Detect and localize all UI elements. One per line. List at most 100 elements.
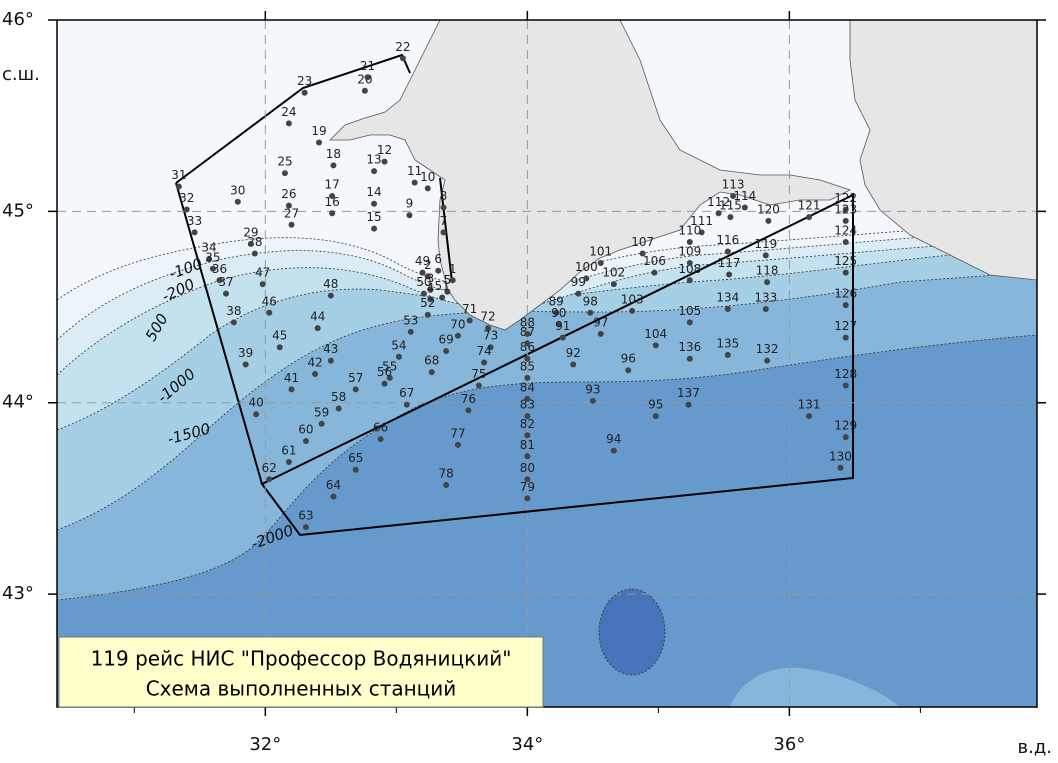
station	[454, 441, 461, 448]
title-line: Схема выполненных станций	[146, 677, 457, 701]
station	[318, 420, 325, 427]
station-label: 82	[520, 417, 535, 431]
station-label: 59	[314, 405, 329, 419]
station	[329, 193, 336, 200]
station	[329, 210, 336, 217]
station-label: 7	[440, 214, 448, 228]
station	[419, 269, 426, 276]
station-label: 26	[281, 187, 296, 201]
station-label: 5	[444, 273, 452, 287]
station	[288, 221, 295, 228]
station-label: 43	[323, 342, 338, 356]
station-label: 44	[310, 310, 325, 324]
station	[335, 405, 342, 412]
station	[842, 206, 849, 213]
station	[570, 361, 577, 368]
bathymetry	[57, 20, 1037, 707]
graticule: 32° 34° 36° 43° 44° 45° 46°	[2, 9, 1046, 755]
station	[428, 369, 435, 376]
station	[316, 139, 323, 146]
station-label: 115	[719, 199, 742, 213]
x-tick-label: 32°	[249, 734, 281, 755]
station-label: 15	[366, 210, 381, 224]
station-label: 64	[326, 478, 341, 492]
station-label: 49	[415, 254, 430, 268]
station-label: 74	[476, 344, 491, 358]
station-label: 117	[718, 256, 741, 270]
station	[806, 413, 813, 420]
station	[411, 179, 418, 186]
station-label: 109	[678, 245, 701, 259]
station-label: 101	[589, 245, 612, 259]
station	[597, 330, 604, 337]
station	[610, 281, 617, 288]
station	[424, 311, 431, 318]
station-label: 108	[678, 262, 701, 276]
station-label: 47	[255, 266, 270, 280]
station	[651, 269, 658, 276]
station-label: 77	[450, 426, 465, 440]
station	[302, 438, 309, 445]
station	[449, 277, 456, 284]
station-label: 79	[520, 480, 535, 494]
station	[686, 277, 693, 284]
station	[524, 476, 531, 483]
station-label: 93	[585, 382, 600, 396]
station-label: 97	[593, 315, 608, 329]
station	[842, 382, 849, 389]
station	[386, 374, 393, 381]
station	[424, 185, 431, 192]
station-label: 133	[754, 290, 777, 304]
station-label: 41	[284, 371, 299, 385]
station-label: 51	[435, 279, 450, 293]
station-label: 37	[218, 275, 233, 289]
station	[639, 250, 646, 257]
station-label: 88	[520, 315, 535, 329]
station-label: 80	[520, 461, 535, 475]
station-label: 85	[520, 359, 535, 373]
station-label: 137	[677, 386, 700, 400]
station	[183, 206, 190, 213]
station-label: 50	[416, 275, 431, 289]
station-label: 2	[424, 258, 432, 272]
station	[281, 170, 288, 177]
station	[301, 89, 308, 96]
station-label: 63	[298, 509, 313, 523]
station-label: 12	[377, 143, 392, 157]
station-label: 104	[644, 327, 667, 341]
station-label: 13	[366, 153, 381, 167]
station	[589, 397, 596, 404]
station-label: 53	[403, 313, 418, 327]
station-label: 100	[575, 260, 598, 274]
station	[524, 355, 531, 362]
station	[762, 252, 769, 259]
station	[842, 302, 849, 309]
station	[724, 351, 731, 358]
station-label: 125	[834, 254, 857, 268]
station	[487, 344, 494, 351]
y-tick-label: 44°	[2, 392, 34, 413]
station-label: 14	[366, 185, 381, 199]
station	[764, 357, 771, 364]
y-axis-label: с.ш.	[2, 64, 40, 85]
station	[216, 277, 223, 284]
station-label: 123	[834, 202, 857, 216]
station-label: 66	[373, 421, 388, 435]
station	[587, 309, 594, 316]
station	[686, 260, 693, 267]
station-label: 110	[678, 223, 701, 237]
station-label: 1	[449, 262, 457, 276]
station	[406, 212, 413, 219]
station	[440, 229, 447, 236]
station	[454, 332, 461, 339]
station-label: 114	[733, 189, 756, 203]
station-label: 4	[427, 281, 435, 295]
station	[330, 493, 337, 500]
station-label: 112	[707, 195, 730, 209]
station-label: 68	[424, 354, 439, 368]
station	[288, 386, 295, 393]
station-label: 130	[829, 449, 852, 463]
station-label: 46	[262, 294, 277, 308]
station-label: 83	[520, 398, 535, 412]
